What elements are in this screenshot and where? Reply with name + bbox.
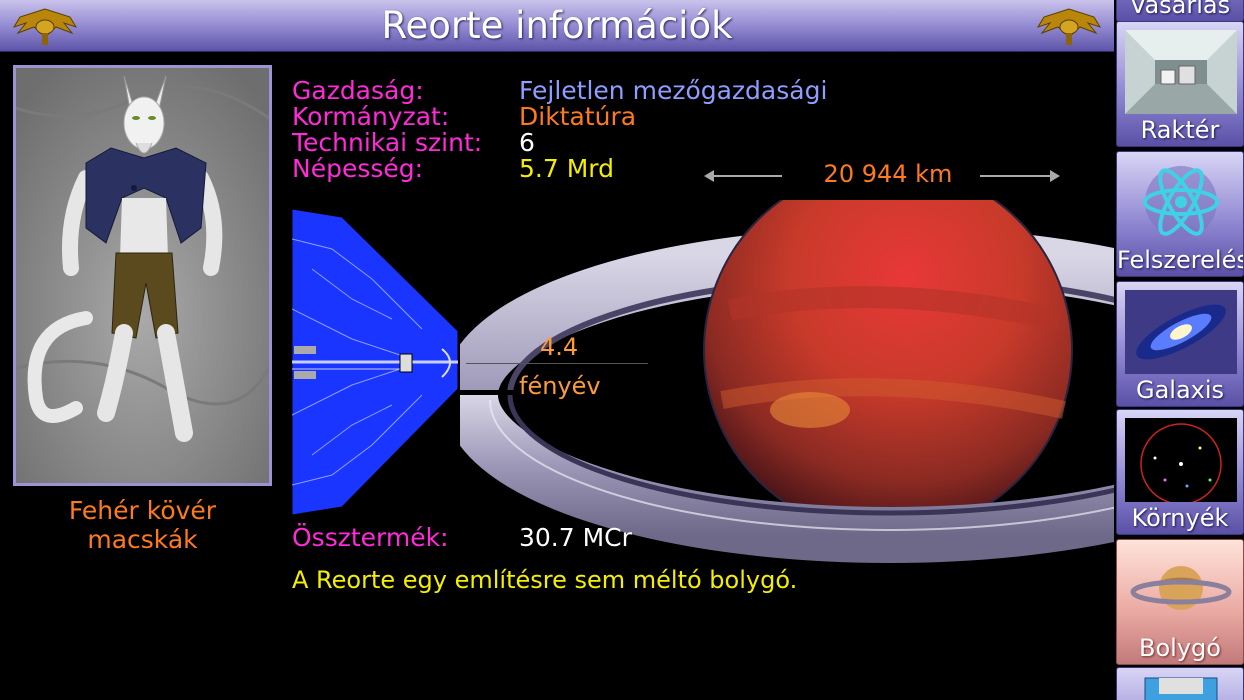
- sidebar-item-label: Galaxis: [1135, 376, 1225, 404]
- distance-line: [466, 363, 648, 364]
- diameter-arrow-left: [710, 175, 782, 177]
- disk-icon: [1144, 677, 1218, 700]
- sidebar-menu: Vásárlás Raktér Felszerelés Gala: [1114, 0, 1244, 700]
- distance-value: 4.4: [540, 333, 579, 361]
- gdp-value: 30.7 MCr: [519, 523, 632, 552]
- gdp-label: Össztermék:: [292, 523, 449, 552]
- sidebar-item-label: Felszerelés: [1117, 246, 1244, 274]
- government-value: Diktatúra: [519, 102, 637, 131]
- planet-icon: [1130, 566, 1232, 610]
- population-label: Népesség:: [292, 154, 424, 183]
- diameter-arrow-right: [980, 175, 1054, 177]
- winged-emblem-icon: [1036, 8, 1102, 45]
- sidebar-item-shopping[interactable]: Vásárlás: [1116, 0, 1244, 22]
- planet-diameter: 20 944 km: [823, 160, 953, 188]
- arrow-right-icon: [1050, 170, 1060, 182]
- government-label: Kormányzat:: [292, 102, 450, 131]
- local-chart-icon: [1125, 418, 1237, 502]
- white-cat-alien-image: [16, 68, 269, 483]
- species-portrait: [13, 65, 272, 486]
- sidebar-item-galaxy[interactable]: Galaxis: [1116, 281, 1244, 407]
- sidebar-item-label: Vásárlás: [1129, 0, 1231, 19]
- cargo-hold-icon: [1125, 30, 1237, 114]
- tech-level-value: 6: [519, 128, 535, 157]
- sidebar-item-planet[interactable]: Bolygó: [1116, 539, 1244, 665]
- population-value: 5.7 Mrd: [519, 154, 614, 183]
- winged-emblem-icon: [12, 8, 78, 45]
- galaxy-icon: [1125, 290, 1237, 374]
- distance-unit: fényév: [519, 372, 601, 400]
- sidebar-item-cargo[interactable]: Raktér: [1116, 21, 1244, 147]
- planet-with-rings-image: [460, 200, 1114, 563]
- title-bar: Reorte információk: [0, 0, 1114, 52]
- sidebar-item-label: Környék: [1131, 504, 1229, 532]
- spaceship-image: [292, 209, 458, 515]
- sidebar-item-equipment[interactable]: Felszerelés: [1116, 151, 1244, 277]
- planet-description: A Reorte egy említésre sem méltó bolygó.: [292, 566, 798, 594]
- economy-value: Fejletlen mezőgazdasági: [519, 76, 828, 105]
- economy-label: Gazdaság:: [292, 76, 424, 105]
- arrow-left-icon: [704, 170, 714, 182]
- sidebar-item-local-chart[interactable]: Környék: [1116, 409, 1244, 535]
- equipment-atom-icon: [1143, 166, 1219, 238]
- sidebar-item-save[interactable]: [1116, 667, 1244, 700]
- sidebar-item-label: Bolygó: [1139, 634, 1221, 662]
- sidebar-item-label: Raktér: [1140, 116, 1220, 144]
- species-name: Fehér kövér macskák: [68, 496, 217, 554]
- tech-level-label: Technikai szint:: [292, 128, 483, 157]
- page-title: Reorte információk: [381, 4, 733, 47]
